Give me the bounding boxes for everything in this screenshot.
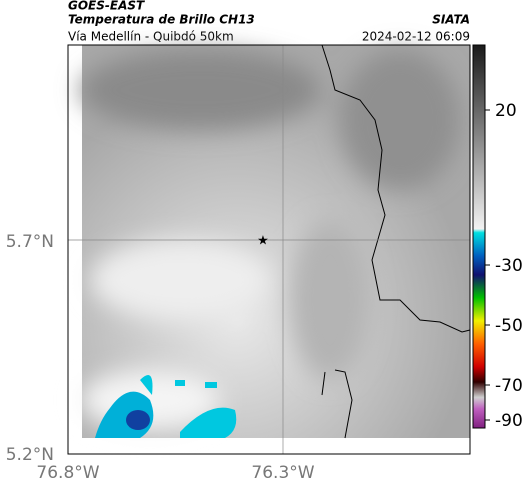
x-tick-label: 76.3°W: [251, 463, 314, 483]
y-tick-label: 5.2°N: [6, 445, 54, 465]
colorbar-tick-label: -70: [495, 376, 523, 396]
satellite-image: ★: [67, 44, 471, 455]
timestamp: 2024-02-12 06:09: [362, 30, 470, 44]
product: Temperatura de Brillo CH13: [68, 13, 255, 27]
colorbar-tick-label: -90: [495, 411, 523, 431]
agency: SIATA: [432, 13, 470, 27]
y-tick-label: 5.7°N: [6, 232, 54, 252]
colorbar-tick-label: -50: [495, 316, 523, 336]
svg-text:★: ★: [257, 234, 269, 249]
colorbar-tick-label: -30: [495, 256, 523, 276]
source: GOES-EAST: [68, 0, 145, 13]
route: Vía Medellín - Quibdó 50km: [68, 30, 234, 44]
colorbar-tick-label: 20: [495, 101, 517, 121]
colorbar: 20 -30 -50 -70 -90: [472, 44, 523, 431]
x-tick-label: 76.8°W: [36, 463, 99, 483]
